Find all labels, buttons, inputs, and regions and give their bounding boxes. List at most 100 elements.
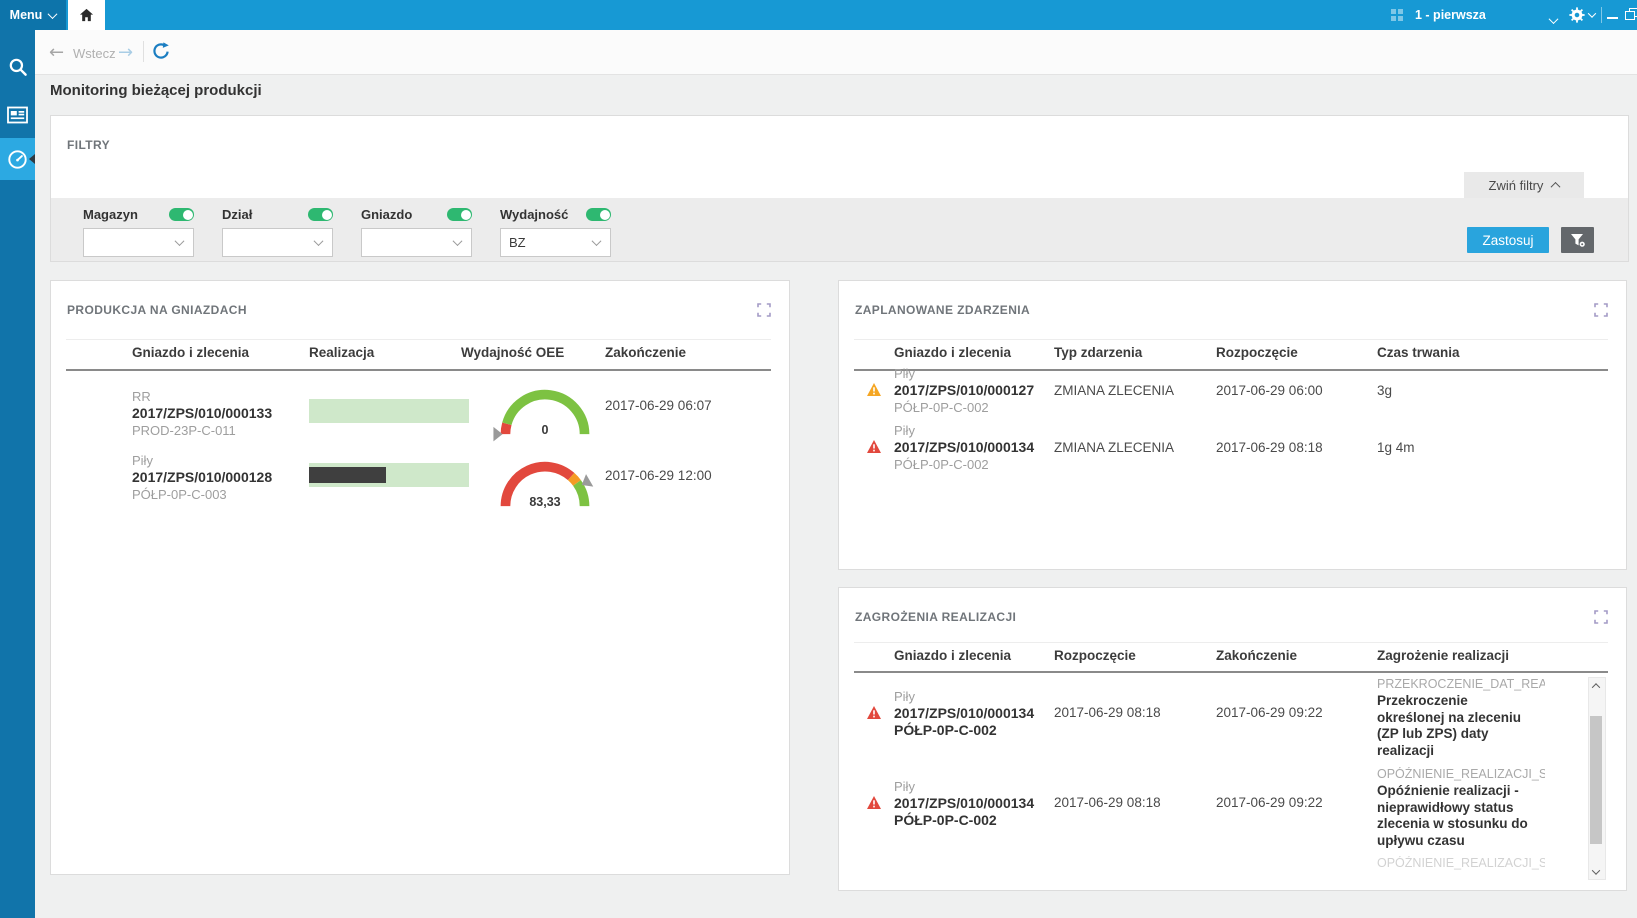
refresh-icon[interactable] xyxy=(152,42,170,65)
start-date: 2017-06-29 08:18 xyxy=(1054,705,1161,720)
header-divider xyxy=(854,339,1608,340)
progress-fill xyxy=(309,467,386,483)
minimize-button[interactable] xyxy=(1607,17,1618,19)
filter-label: Dział xyxy=(222,207,253,222)
risk-description: Przekroczenie określonej na zleceniu (ZP… xyxy=(1377,693,1522,758)
progress-bar xyxy=(309,463,469,487)
toolbar-divider xyxy=(143,41,144,62)
filter-label: Wydajność xyxy=(500,207,569,222)
header-underline xyxy=(66,369,771,371)
oee-gauge: 83,33 xyxy=(491,453,599,515)
back-label[interactable]: Wstecz xyxy=(73,46,116,61)
chevron-down-icon xyxy=(47,8,58,19)
toggle-on[interactable] xyxy=(169,208,194,221)
filters-title: FILTRY xyxy=(67,138,111,152)
svg-text:0: 0 xyxy=(542,423,549,437)
resource-code: PÓŁP-0P-C-003 xyxy=(132,487,227,502)
topbar-divider xyxy=(1601,7,1602,23)
resource-code: PÓŁP-0P-C-002 xyxy=(894,457,989,472)
gear-icon xyxy=(1569,7,1585,23)
risks-panel: ZAGROŻENIA REALIZACJI Gniazdo i zlecenia… xyxy=(838,587,1627,891)
filter-group-gniazdo: Gniazdo xyxy=(361,207,472,257)
funnel-gear-icon xyxy=(1570,233,1585,247)
expand-icon[interactable] xyxy=(1594,303,1608,317)
chevron-down-icon xyxy=(452,236,463,247)
active-item-notch xyxy=(29,154,35,164)
header-underline xyxy=(854,671,1608,673)
end-date: 2017-06-29 12:00 xyxy=(605,468,712,483)
oee-gauge: 0 xyxy=(491,381,599,443)
chevron-down-icon xyxy=(1587,9,1597,18)
resource-code: PÓŁP-0P-C-002 xyxy=(894,722,997,738)
risk-description: Opóźnienie realizacji - nieprawidłowy st… xyxy=(1377,783,1528,848)
end-date: 2017-06-29 09:22 xyxy=(1216,795,1323,810)
duration: 1g 4m xyxy=(1377,440,1415,455)
tab-home[interactable] xyxy=(68,0,105,30)
newspaper-icon xyxy=(7,106,28,124)
header-underline xyxy=(854,369,1608,371)
workspace-label: 1 - pierwsza xyxy=(1415,8,1486,22)
menu-button[interactable]: Menu xyxy=(0,0,66,30)
gniazdo-label: Piły xyxy=(894,779,915,794)
sidebar-item-search[interactable] xyxy=(0,46,35,88)
order-number: 2017/ZPS/010/000128 xyxy=(132,469,273,485)
gniazdo-label: RR xyxy=(132,389,151,404)
apply-button[interactable]: Zastosuj xyxy=(1467,227,1549,253)
column-header: Rozpoczęcie xyxy=(1216,345,1298,360)
wydajnosc-select[interactable]: BZ xyxy=(500,228,611,257)
column-header: Gniazdo i zlecenia xyxy=(894,345,1012,360)
scroll-down-icon[interactable] xyxy=(1589,864,1603,879)
column-header: Zakończenie xyxy=(1216,648,1298,663)
order-number: 2017/ZPS/010/000127 xyxy=(894,382,1035,398)
back-arrow-icon[interactable]: ← xyxy=(49,42,65,63)
vertical-scrollbar[interactable] xyxy=(1588,677,1606,880)
sidebar xyxy=(0,30,35,918)
order-number: 2017/ZPS/010/000133 xyxy=(132,405,273,421)
sidebar-item-monitoring[interactable] xyxy=(0,138,35,180)
collapse-filters-button[interactable]: Zwiń filtry xyxy=(1464,172,1584,198)
filter-group-wydajnosc: Wydajność BZ xyxy=(500,207,611,257)
top-bar: Menu 1 - pierwsza xyxy=(0,0,1637,30)
toggle-on[interactable] xyxy=(586,208,611,221)
forward-arrow-icon[interactable]: → xyxy=(118,42,134,63)
magazyn-select[interactable] xyxy=(83,228,194,257)
progress-bar xyxy=(309,399,469,423)
app-grid-icon[interactable] xyxy=(1391,9,1403,21)
filter-group-magazyn: Magazyn xyxy=(83,207,194,257)
expand-icon[interactable] xyxy=(1594,610,1608,624)
danger-triangle-icon xyxy=(867,440,881,453)
gniazdo-label: Piły xyxy=(894,366,915,381)
risk-code-partial: OPÓŹNIENIE_REALIZACJI_S xyxy=(1377,856,1545,870)
select-value: BZ xyxy=(509,235,526,250)
restore-window-button[interactable] xyxy=(1625,8,1637,20)
page-title: Monitoring bieżącej produkcji xyxy=(50,82,262,99)
toggle-on[interactable] xyxy=(308,208,333,221)
column-header: Rozpoczęcie xyxy=(1054,648,1136,663)
column-header: Gniazdo i zlecenia xyxy=(894,648,1012,663)
toggle-on[interactable] xyxy=(447,208,472,221)
filter-settings-button[interactable] xyxy=(1561,227,1594,253)
chevron-up-icon xyxy=(1550,181,1561,192)
expand-icon[interactable] xyxy=(757,303,771,317)
order-number: 2017/ZPS/010/000134 xyxy=(894,705,1035,721)
settings-menu[interactable] xyxy=(1569,7,1597,23)
gniazdo-select[interactable] xyxy=(361,228,472,257)
filters-panel: FILTRY Zwiń filtry Magazyn Dział xyxy=(50,115,1629,262)
column-header: Realizacja xyxy=(309,345,375,360)
svg-text:83,33: 83,33 xyxy=(529,495,560,509)
resource-code: PÓŁP-0P-C-002 xyxy=(894,400,989,415)
production-panel: PRODUKCJA NA GNIAZDACH Gniazdo i zleceni… xyxy=(50,280,790,875)
scroll-up-icon[interactable] xyxy=(1589,678,1603,693)
gniazdo-label: Piły xyxy=(894,689,915,704)
warning-triangle-icon xyxy=(867,383,881,396)
production-title: PRODUKCJA NA GNIAZDACH xyxy=(67,303,247,317)
danger-triangle-icon xyxy=(867,796,881,809)
risk-code: OPÓŹNIENIE_REALIZACJI_S xyxy=(1377,767,1545,781)
sidebar-item-news[interactable] xyxy=(0,94,35,136)
workspace-chevron-icon[interactable] xyxy=(1548,11,1559,29)
scrollbar-thumb[interactable] xyxy=(1590,716,1602,844)
collapse-filters-label: Zwiń filtry xyxy=(1488,177,1544,193)
dzial-select[interactable] xyxy=(222,228,333,257)
chevron-down-icon xyxy=(591,236,602,247)
gniazdo-label: Piły xyxy=(132,453,153,468)
